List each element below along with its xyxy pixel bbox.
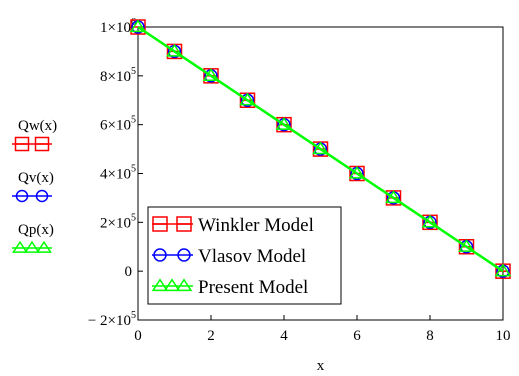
data-point-triangle [348,165,366,179]
x-tick-label: 10 [496,328,511,344]
side-label: Qv(x) [18,170,54,186]
data-point-triangle [458,239,475,252]
x-tick-label: 8 [426,328,434,344]
side-legend: Qw(x) Qv(x) Qp(x) [12,118,57,253]
data-point-triangle [494,263,512,277]
legend-entry: Winkler Model [152,215,314,236]
legend-entry: Present Model [151,277,308,298]
data-point-triangle [385,190,402,204]
x-axis: 0 2 4 6 8 10 [134,315,511,344]
side-label: Qw(x) [18,118,57,134]
y-tick-label: 4×105 [100,164,136,183]
side-legend-marker-triangle [24,240,40,253]
data-point-triangle [129,19,147,33]
y-tick-label: − 2×105 [88,310,136,329]
side-legend-marker-square [14,136,30,152]
legend-marker-circle [177,248,191,262]
legend-entry: Vlasov Model [152,246,306,267]
series-triangle [129,19,512,277]
side-label: Qp(x) [18,222,54,238]
y-tick-label: 2×105 [100,212,136,231]
data-point-triangle [421,214,439,228]
x-tick-label: 0 [134,328,142,344]
x-tick-label: 2 [207,328,215,344]
x-tick-label: 6 [353,328,361,344]
data-point-triangle [166,43,183,57]
side-legend-marker-circle [15,189,29,203]
y-tick-label: 0 [125,264,133,280]
side-legend-marker-circle [35,189,49,203]
y-tick-label: 6×105 [100,115,136,134]
series-layer [129,19,512,279]
x-tick-label: 4 [280,328,288,344]
legend-marker-triangle [151,278,169,292]
legend-marker-triangle [163,278,181,292]
legend-label: Present Model [198,277,308,298]
data-point-triangle [202,68,220,81]
series-line [137,25,504,273]
data-point-triangle [312,141,329,155]
side-legend-marker-triangle [36,240,52,253]
legend: Winkler Model Vlasov Model Present Model [147,206,342,305]
data-point-triangle [275,116,293,130]
legend-marker-triangle [175,278,193,292]
legend-marker-square [176,216,192,232]
data-point-triangle [239,92,256,106]
legend-label: Vlasov Model [198,246,306,267]
side-legend-marker-triangle [12,240,28,253]
side-legend-marker-square [34,136,50,152]
legend-label: Winkler Model [198,215,314,236]
legend-marker-circle [153,248,167,262]
y-tick-label: 8×105 [100,66,136,85]
x-axis-label: x [317,358,325,374]
legend-marker-square [152,216,168,232]
